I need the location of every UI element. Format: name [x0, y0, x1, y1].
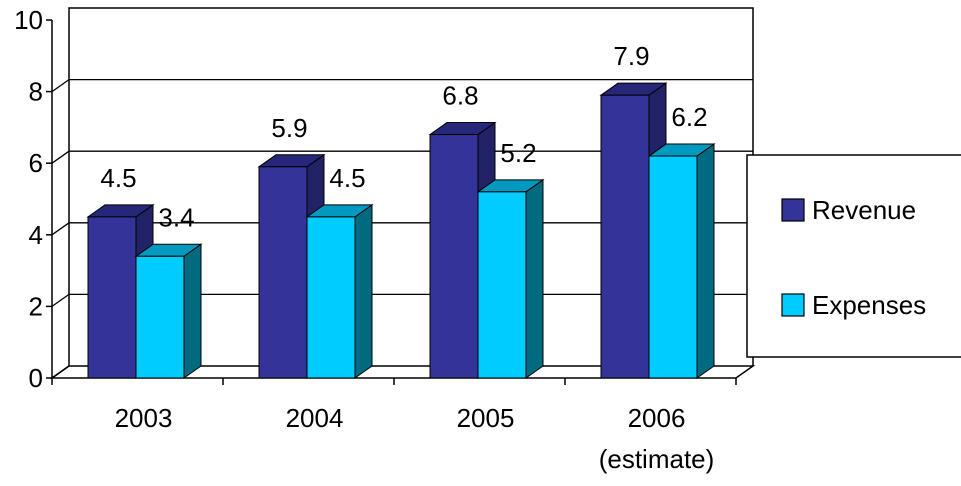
y-tick-label: 10: [14, 5, 43, 35]
bar-front: [477, 191, 527, 379]
bar-side: [696, 143, 715, 379]
data-label: 7.9: [613, 41, 649, 71]
legend-label-revenue: Revenue: [812, 195, 916, 225]
data-label: 4.5: [100, 163, 136, 193]
x-category-label: 2004: [286, 403, 344, 433]
bar-front: [648, 155, 698, 379]
legend-swatch-expenses: [781, 293, 805, 317]
bar-front: [429, 134, 479, 379]
y-tick-label: 2: [29, 291, 43, 321]
gridline: [51, 78, 753, 93]
x-category-label: 2003: [115, 403, 173, 433]
bar-expenses: [647, 143, 716, 379]
legend: Revenue Expenses: [746, 154, 961, 358]
x-category-label: (estimate): [599, 444, 715, 474]
data-label: 6.8: [442, 81, 478, 111]
y-tick-label: 6: [29, 148, 43, 178]
bars: [86, 82, 716, 379]
legend-swatch-revenue: [781, 198, 805, 222]
bar-side: [525, 178, 544, 379]
category-labels: 2003 2004 2005 2006 (estimate): [115, 403, 715, 474]
bar-side: [183, 243, 202, 379]
bar-front: [306, 216, 356, 379]
bar-expenses: [134, 243, 203, 379]
gridline: [51, 150, 753, 164]
data-label: 4.5: [329, 163, 365, 193]
legend-box: [746, 154, 961, 358]
bar-side: [354, 203, 373, 379]
x-category-label: 2005: [457, 403, 515, 433]
y-axis-ticks: 0 2 4 6 8 10: [14, 5, 52, 393]
bar-expenses: [476, 178, 545, 379]
bar-front: [600, 94, 650, 379]
data-label: 3.4: [158, 202, 194, 232]
bar-front: [135, 255, 185, 379]
data-label: 6.2: [671, 102, 707, 132]
data-label: 5.2: [500, 138, 536, 168]
depth-edge: [51, 365, 70, 379]
y-tick-label: 4: [29, 220, 43, 250]
data-labels: 4.5 3.4 5.9 4.5 6.8 5.2 7.9 6.2: [100, 41, 707, 232]
x-category-label: 2006: [628, 403, 686, 433]
bar-expenses: [305, 203, 374, 379]
y-tick-label: 8: [29, 77, 43, 107]
bar-front: [258, 166, 308, 379]
legend-label-expenses: Expenses: [812, 290, 926, 320]
bar-front: [87, 216, 137, 379]
data-label: 5.9: [271, 113, 307, 143]
y-tick-label: 0: [29, 363, 43, 393]
